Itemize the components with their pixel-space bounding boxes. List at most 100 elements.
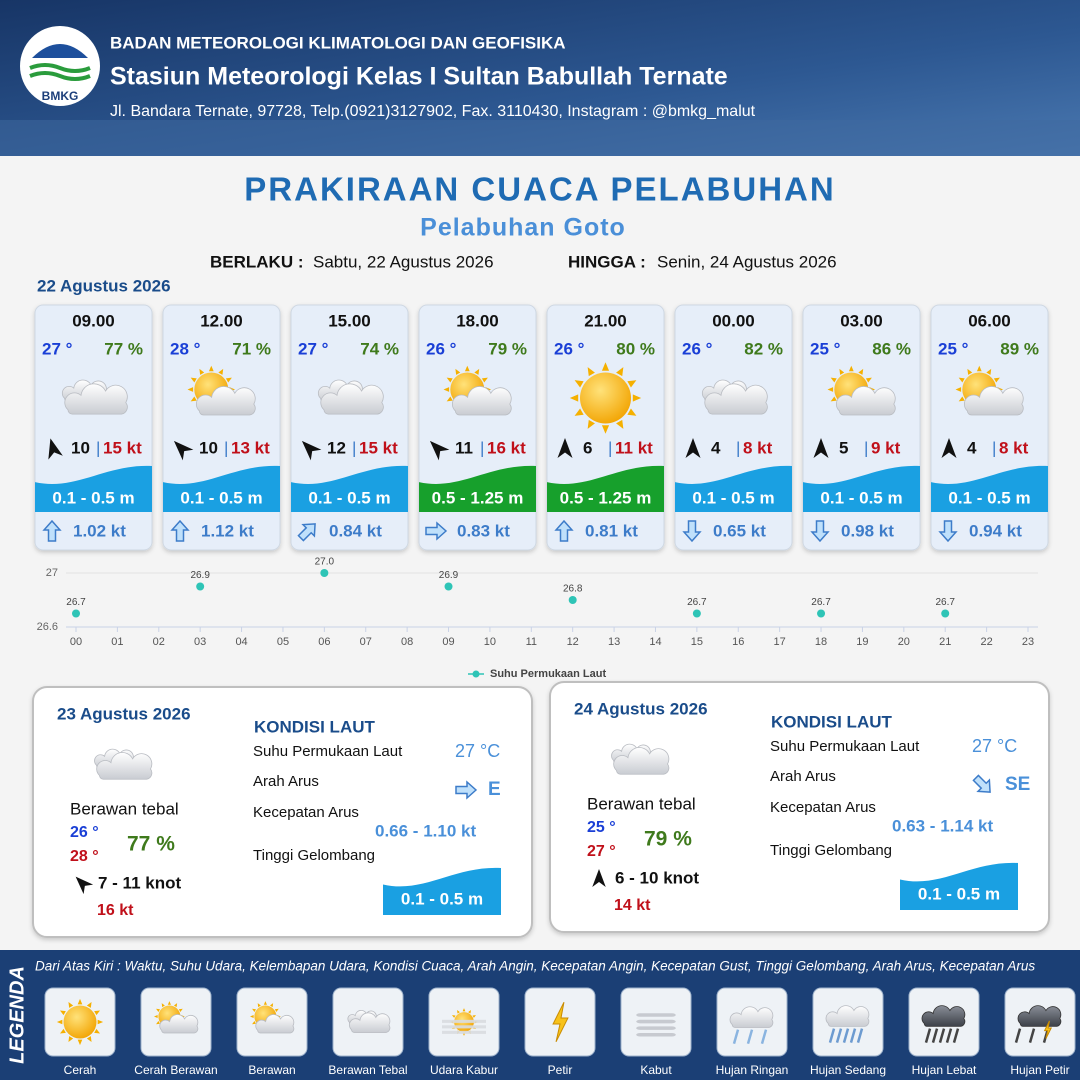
card-wind-speed: 11 [455, 438, 473, 457]
sun-ray [955, 387, 962, 392]
card-current-speed: 1.02 kt [73, 521, 126, 540]
sun-ray [190, 377, 197, 383]
header-decoration [0, 120, 1080, 156]
cloud-shape [349, 1012, 391, 1033]
data-point [444, 582, 453, 591]
sun-ray [451, 1015, 456, 1018]
card-temperature: 27 ° [42, 339, 73, 358]
legend-item-label: Udara Kabur [430, 1063, 498, 1077]
cloud-icon [613, 747, 670, 775]
sun-icon [56, 998, 104, 1046]
sun-ray [178, 1008, 183, 1012]
sun-ray [827, 387, 834, 392]
day-panel: 23 Agustus 2026 Berawan tebal 26 ° 28 ° 77 %… [32, 686, 533, 938]
card-wind-speed: 10 [71, 438, 90, 457]
sun-ray [97, 1019, 104, 1025]
sun-ray [263, 1001, 267, 1005]
panel-background [549, 681, 1050, 933]
legend-item-label: Hujan Petir [1010, 1063, 1069, 1077]
x-tick-label: 14 [649, 636, 661, 648]
panel-temp-max: 28 ° [70, 848, 99, 865]
card-time: 12.00 [200, 311, 243, 330]
lightning [1043, 1020, 1053, 1039]
card-time: 03.00 [840, 311, 883, 330]
sun-ray [173, 1003, 178, 1008]
card-current-speed: 0.65 kt [713, 521, 766, 540]
x-tick-label: 11 [526, 636, 537, 648]
sun-ray [830, 377, 837, 383]
sun-ray [632, 394, 642, 402]
day1-date: 22 Agustus 2026 [37, 276, 171, 295]
sun-ray [443, 387, 450, 392]
weather-icon [61, 379, 128, 415]
x-tick-label: 13 [608, 636, 620, 648]
wave-shape [291, 465, 408, 512]
cloud-shape [613, 747, 670, 775]
card-current-speed: 0.84 kt [329, 521, 382, 540]
sea-wave-height: 0.1 - 0.5 m [401, 889, 483, 908]
card-current-speed: 0.83 kt [457, 521, 510, 540]
sea-current-speed: 0.63 - 1.14 kt [892, 816, 993, 835]
legend-marker [472, 670, 480, 678]
rain-drop [924, 1028, 932, 1043]
validity-from: Sabtu, 22 Agustus 2026 [313, 252, 494, 271]
separator: | [736, 438, 740, 457]
card-wave-height: 0.1 - 0.5 m [692, 488, 774, 507]
legend-heading: LEGENDA [6, 966, 28, 1064]
sun-ray [86, 1036, 92, 1043]
data-point [320, 569, 329, 577]
card-temperature: 27 ° [298, 339, 329, 358]
card-humidity: 86 % [872, 339, 911, 358]
title: PRAKIRAAN CUACA PELABUHAN [244, 171, 835, 208]
sea-label: Arah Arus [770, 768, 836, 785]
rain-drop [1014, 1028, 1022, 1043]
data-label: 26.7 [935, 597, 955, 608]
weather-icon [56, 998, 104, 1046]
x-tick-label: 21 [939, 636, 951, 648]
card-humidity: 74 % [360, 339, 399, 358]
cloud-icon [96, 752, 153, 780]
wave-shape [931, 465, 1048, 512]
panel-wind: 7 - 11 knot [98, 873, 181, 892]
panel-gust: 14 kt [614, 897, 651, 914]
cloud-shape [835, 386, 896, 416]
card-temperature: 25 ° [810, 339, 841, 358]
separator: | [608, 438, 612, 457]
rain-drop [1028, 1028, 1036, 1043]
card-current-speed: 0.98 kt [841, 521, 894, 540]
cloud-icon [320, 383, 384, 415]
data-label: 27.0 [315, 557, 335, 568]
card-humidity: 79 % [488, 339, 527, 358]
forecast-card: 00.00 26 ° 82 % 4 | 8 kt 0.1 - 0.5 m 0.65 kt [674, 304, 793, 551]
sun-ray [616, 419, 624, 429]
x-tick-label: 00 [70, 636, 82, 648]
x-tick-label: 07 [360, 636, 372, 648]
panel-temp-max: 27 ° [587, 843, 616, 860]
sea-current-direction: SE [1005, 774, 1030, 795]
card-wave-height: 0.1 - 0.5 m [52, 488, 134, 507]
cloud-icon [195, 386, 256, 416]
panel-humidity: 77 % [127, 833, 175, 856]
sea-label: Arah Arus [253, 773, 319, 790]
rain-drop [945, 1028, 953, 1043]
sun-ray [976, 365, 982, 372]
legend-item: Hujan Lebat [908, 987, 980, 1077]
wind-direction-arrow [557, 438, 573, 458]
sea-label: Tinggi Gelombang [770, 842, 892, 859]
x-tick-label: 01 [111, 636, 123, 648]
legend-item: Berawan [236, 987, 308, 1077]
rain-drop [856, 1028, 864, 1043]
wave-shape [803, 465, 920, 512]
card-wind-speed: 6 [583, 438, 592, 457]
address: Jl. Bandara Ternate, 97728, Telp.(0921)3… [110, 103, 756, 120]
rain-drop [835, 1028, 843, 1043]
panel-temp-min: 26 ° [70, 824, 99, 841]
legend-item-label: Hujan Ringan [716, 1063, 789, 1077]
wave-shape [675, 465, 792, 512]
legend-item: Hujan Ringan [716, 987, 789, 1077]
card-wind-speed: 10 [199, 438, 218, 457]
current-direction-arrow [425, 521, 448, 541]
sun-ray [474, 368, 480, 375]
legend-item: Cerah Berawan [134, 987, 218, 1077]
day-panel: 24 Agustus 2026 Berawan tebal 25 ° 27 ° 79 %… [549, 681, 1050, 933]
